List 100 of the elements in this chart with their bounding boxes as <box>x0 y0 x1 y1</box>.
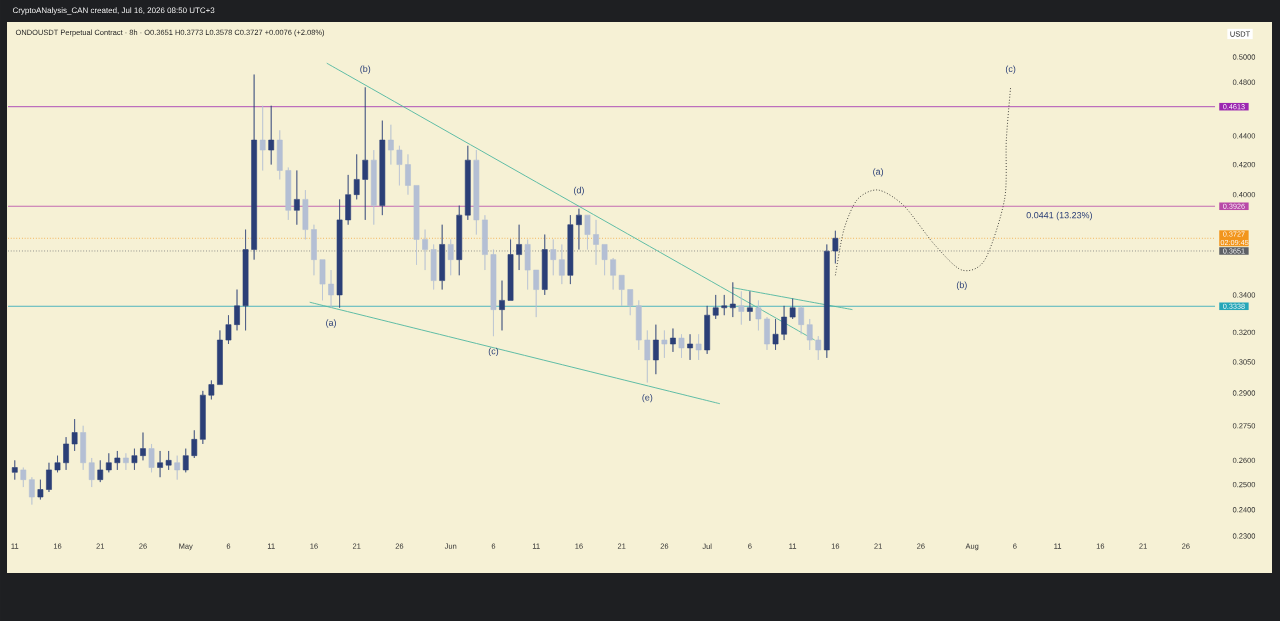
candlestick <box>140 432 146 461</box>
candlestick <box>721 294 728 316</box>
candlestick <box>464 145 471 221</box>
candlestick <box>422 229 428 271</box>
candlestick <box>601 244 608 276</box>
candlestick <box>482 214 488 271</box>
candlestick <box>661 330 668 359</box>
candlestick <box>242 229 249 331</box>
candlestick <box>430 244 437 290</box>
candlestick <box>370 149 377 225</box>
candlestick <box>217 330 223 385</box>
candlestick <box>712 294 719 320</box>
candlestick <box>533 269 540 318</box>
candlestick <box>815 335 822 361</box>
candlestick <box>541 234 548 296</box>
candlestick <box>738 291 745 325</box>
candlestick <box>678 333 685 359</box>
candlestick <box>302 189 309 240</box>
candlestick <box>97 460 104 483</box>
annotation: (b) <box>956 281 967 290</box>
candlestick <box>379 120 386 216</box>
candlestick <box>63 436 69 471</box>
candlestick <box>191 429 198 459</box>
candlestick <box>259 105 266 171</box>
candlestick <box>687 333 693 361</box>
candlestick <box>772 318 779 351</box>
candlestick <box>114 450 121 471</box>
candlestick <box>764 316 770 351</box>
candlestick <box>268 105 275 165</box>
candlestick <box>584 214 591 250</box>
candlestick <box>747 291 753 322</box>
candlestick <box>388 124 394 165</box>
candlestick <box>353 154 360 200</box>
candlestick <box>516 224 522 271</box>
annotation: (b) <box>360 65 371 74</box>
candlestick <box>174 455 181 480</box>
candlestick <box>345 174 352 225</box>
candlestick <box>490 249 497 337</box>
candlestick <box>405 154 411 195</box>
candlestick <box>789 298 796 320</box>
candlestick <box>311 224 317 276</box>
candlestick <box>635 300 642 351</box>
candlestick <box>293 170 300 225</box>
candlestick <box>123 452 129 471</box>
annotation: (a) <box>873 168 884 177</box>
candlestick <box>576 208 582 250</box>
candlestick <box>644 330 651 383</box>
candlestick <box>704 305 711 355</box>
candlestick <box>234 289 240 331</box>
candlestick <box>610 257 616 290</box>
annotation: (c) <box>488 347 499 357</box>
candlestick <box>653 324 659 375</box>
annotation: 0.0441 (13.23%) <box>1026 211 1092 221</box>
candlestick <box>148 443 155 473</box>
candlestick <box>447 239 454 276</box>
candlestick <box>208 380 215 400</box>
candlestick <box>71 418 78 452</box>
candlestick <box>456 205 463 276</box>
candlestick <box>524 239 531 290</box>
candlestick <box>413 185 420 266</box>
candlestick <box>80 425 87 471</box>
candlestick <box>131 448 138 471</box>
annotation: (e) <box>642 394 653 403</box>
candlestick <box>670 328 676 353</box>
candlestick <box>251 74 257 260</box>
candlestick <box>755 300 762 331</box>
line-series <box>834 86 1012 276</box>
annotation: (d) <box>574 186 584 196</box>
candlestick <box>558 244 565 285</box>
candlestick <box>165 450 172 471</box>
candlestick <box>439 224 446 290</box>
candlestick <box>225 314 232 345</box>
candlestick <box>182 448 189 473</box>
candlestick <box>37 479 44 500</box>
candlestick <box>618 274 625 307</box>
candlestick <box>199 390 206 445</box>
candlestick <box>328 269 334 309</box>
candlestick <box>593 219 599 266</box>
candlestick <box>276 129 283 180</box>
candlestick <box>627 289 634 316</box>
candlestick <box>46 462 52 493</box>
candlestick <box>806 318 813 351</box>
candlestick <box>88 457 95 488</box>
candlestick <box>285 167 292 221</box>
candlestick <box>567 214 574 285</box>
candlestick <box>729 282 736 318</box>
candlestick <box>396 145 403 186</box>
candlestick <box>157 450 163 478</box>
candlestick <box>499 280 505 331</box>
candlestick <box>550 239 557 276</box>
candlestick <box>781 305 787 341</box>
candlestick <box>473 149 480 235</box>
candlestick <box>319 259 326 301</box>
candlestick <box>54 455 61 473</box>
candlestick <box>832 230 839 264</box>
annotation: (a) <box>326 319 336 328</box>
candlestick <box>507 239 514 301</box>
candlestick <box>362 87 369 221</box>
candlestick <box>695 333 702 361</box>
candlestick <box>29 476 35 505</box>
